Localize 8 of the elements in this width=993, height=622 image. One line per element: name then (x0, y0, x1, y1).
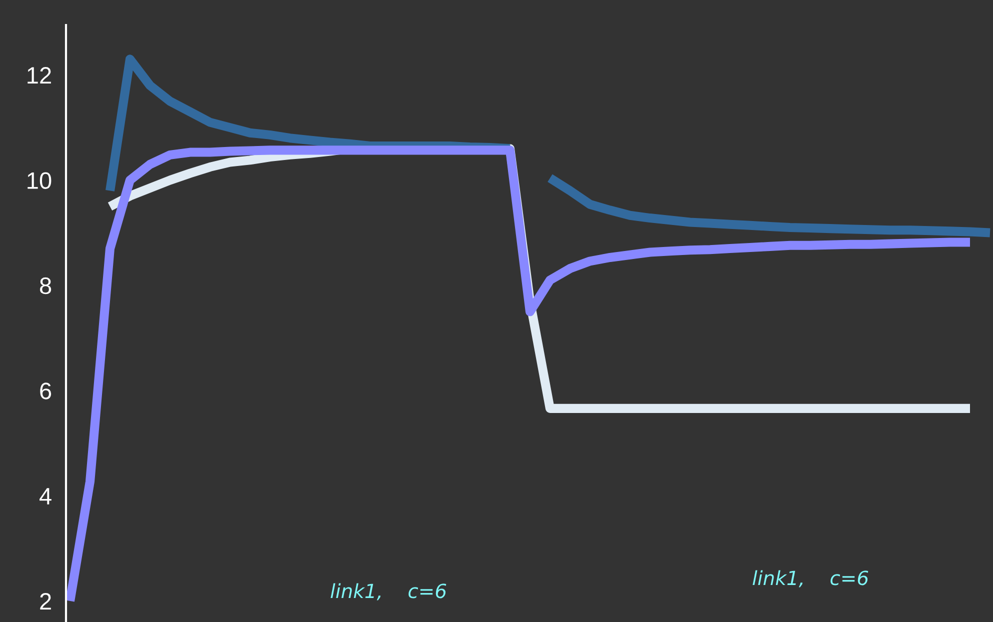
y-tick-label: 6 (40, 382, 52, 400)
annotation: link1, c=6 (330, 583, 446, 600)
y-tick-label: 10 (28, 172, 52, 189)
y-tick-label: 8 (40, 277, 52, 294)
y-tick-label: 4 (40, 488, 52, 504)
annotation: link1, c=6 (752, 570, 868, 588)
y-tick-label: 12 (28, 67, 51, 84)
y-tick-label: 2 (40, 593, 51, 610)
